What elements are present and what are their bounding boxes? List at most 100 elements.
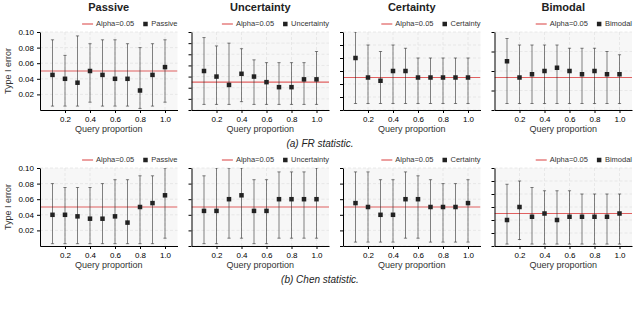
legend-label: Alpha=0.05: [236, 155, 274, 164]
x-tick: 1.0: [311, 110, 323, 124]
tick-label: 0.10: [18, 164, 34, 173]
marks: [495, 39, 633, 104]
point: [302, 77, 307, 82]
tick-mark: [340, 110, 343, 111]
point: [580, 72, 585, 77]
tick-mark: [468, 110, 469, 113]
caption: (a) FR statistic.: [286, 138, 353, 149]
tick-label: 0.06: [18, 195, 34, 204]
plot-background: [40, 32, 178, 110]
plot-background: [192, 168, 330, 246]
error-bar: [113, 40, 116, 106]
tick-mark: [443, 110, 444, 113]
point: [530, 72, 535, 77]
x-tick: 1.0: [311, 246, 323, 260]
tick-mark: [340, 184, 343, 185]
y-tick: [189, 54, 192, 55]
x-tick: 0.2: [60, 110, 72, 124]
grid: [40, 168, 178, 246]
point: [416, 197, 421, 202]
tick-mark: [492, 194, 495, 195]
point: [391, 69, 396, 74]
tick-mark: [65, 246, 66, 249]
point: [100, 73, 105, 78]
plot-background: [40, 168, 178, 246]
legend-label: Passive: [151, 19, 177, 28]
legend-label: Alpha=0.05: [236, 19, 274, 28]
figure: 0.20.40.60.81.00.020.040.060.080.10Query…: [0, 0, 640, 312]
error-bar: [202, 38, 205, 105]
tick-mark: [90, 246, 91, 249]
tick-mark: [393, 246, 394, 249]
grid-line: [343, 110, 481, 111]
grid-line: [495, 220, 633, 221]
tick-label: 0.6: [564, 251, 576, 260]
error-bar: [63, 188, 66, 244]
tick-mark: [140, 110, 141, 113]
grid-line: [343, 214, 481, 215]
error-bar: [76, 188, 79, 244]
axis-line: [495, 110, 633, 111]
error-bar: [416, 58, 419, 104]
error-bar: [51, 40, 54, 106]
y-tick: [189, 88, 192, 89]
subplot: 0.20.40.60.81.0Query proportionAlpha=0.0…: [340, 155, 481, 270]
grid-line: [343, 199, 481, 200]
tick-label: 0.6: [413, 251, 425, 260]
x-axis: 0.20.40.60.81.0: [344, 246, 482, 260]
y-tick: [492, 181, 495, 182]
y-tick: [340, 97, 343, 98]
error-bar: [163, 168, 166, 238]
y-axis: [189, 33, 193, 111]
y-axis: [492, 33, 496, 111]
tick-label: 0.04: [18, 75, 34, 84]
y-tick: 0.08: [18, 44, 40, 53]
x-tick: 0.8: [135, 246, 147, 260]
grid-line: [495, 233, 633, 234]
grid-line: [343, 168, 481, 169]
error-bar: [88, 188, 91, 244]
point: [138, 205, 143, 210]
error-bar: [568, 48, 571, 103]
tick-mark: [37, 230, 40, 231]
tick-label: 0.2: [60, 115, 72, 124]
legend: Alpha=0.05Bimodal: [536, 19, 633, 28]
point: [617, 211, 622, 216]
subplot: 0.20.40.60.81.00.020.040.060.080.10Query…: [3, 155, 178, 270]
point: [138, 88, 143, 93]
tick-label: 0.6: [261, 251, 273, 260]
point: [277, 85, 282, 90]
tick-mark: [570, 110, 571, 113]
axis-line: [344, 110, 482, 111]
error-bar: [290, 63, 293, 105]
title: Certainty: [388, 1, 437, 13]
point: [202, 69, 207, 74]
grid-line: [343, 58, 481, 59]
tick-mark: [340, 246, 343, 247]
point: [428, 205, 433, 210]
tick-mark: [443, 246, 444, 249]
axis-line: [192, 110, 330, 111]
tick-label: 0.4: [539, 251, 551, 260]
legend-label: Uncertainty: [291, 19, 329, 28]
y-tick: [492, 233, 495, 234]
x-tick: 0.8: [438, 246, 450, 260]
grid-line: [495, 246, 633, 247]
tick-mark: [492, 91, 495, 92]
axis-line: [40, 169, 41, 247]
legend-swatch: [381, 159, 392, 160]
x-axis: 0.20.40.60.81.0: [495, 246, 633, 260]
point: [441, 75, 446, 80]
point: [302, 197, 307, 202]
grid-line: [495, 71, 633, 72]
point: [353, 201, 358, 206]
y-tick: [340, 45, 343, 46]
tick-mark: [189, 246, 192, 247]
tick-mark: [492, 246, 495, 247]
grid-line: [495, 168, 633, 169]
error-bar: [518, 45, 521, 104]
reference-line: [343, 206, 481, 207]
tick-label: 0.8: [135, 251, 147, 260]
plot-background: [495, 168, 633, 246]
error-bar: [618, 194, 621, 244]
